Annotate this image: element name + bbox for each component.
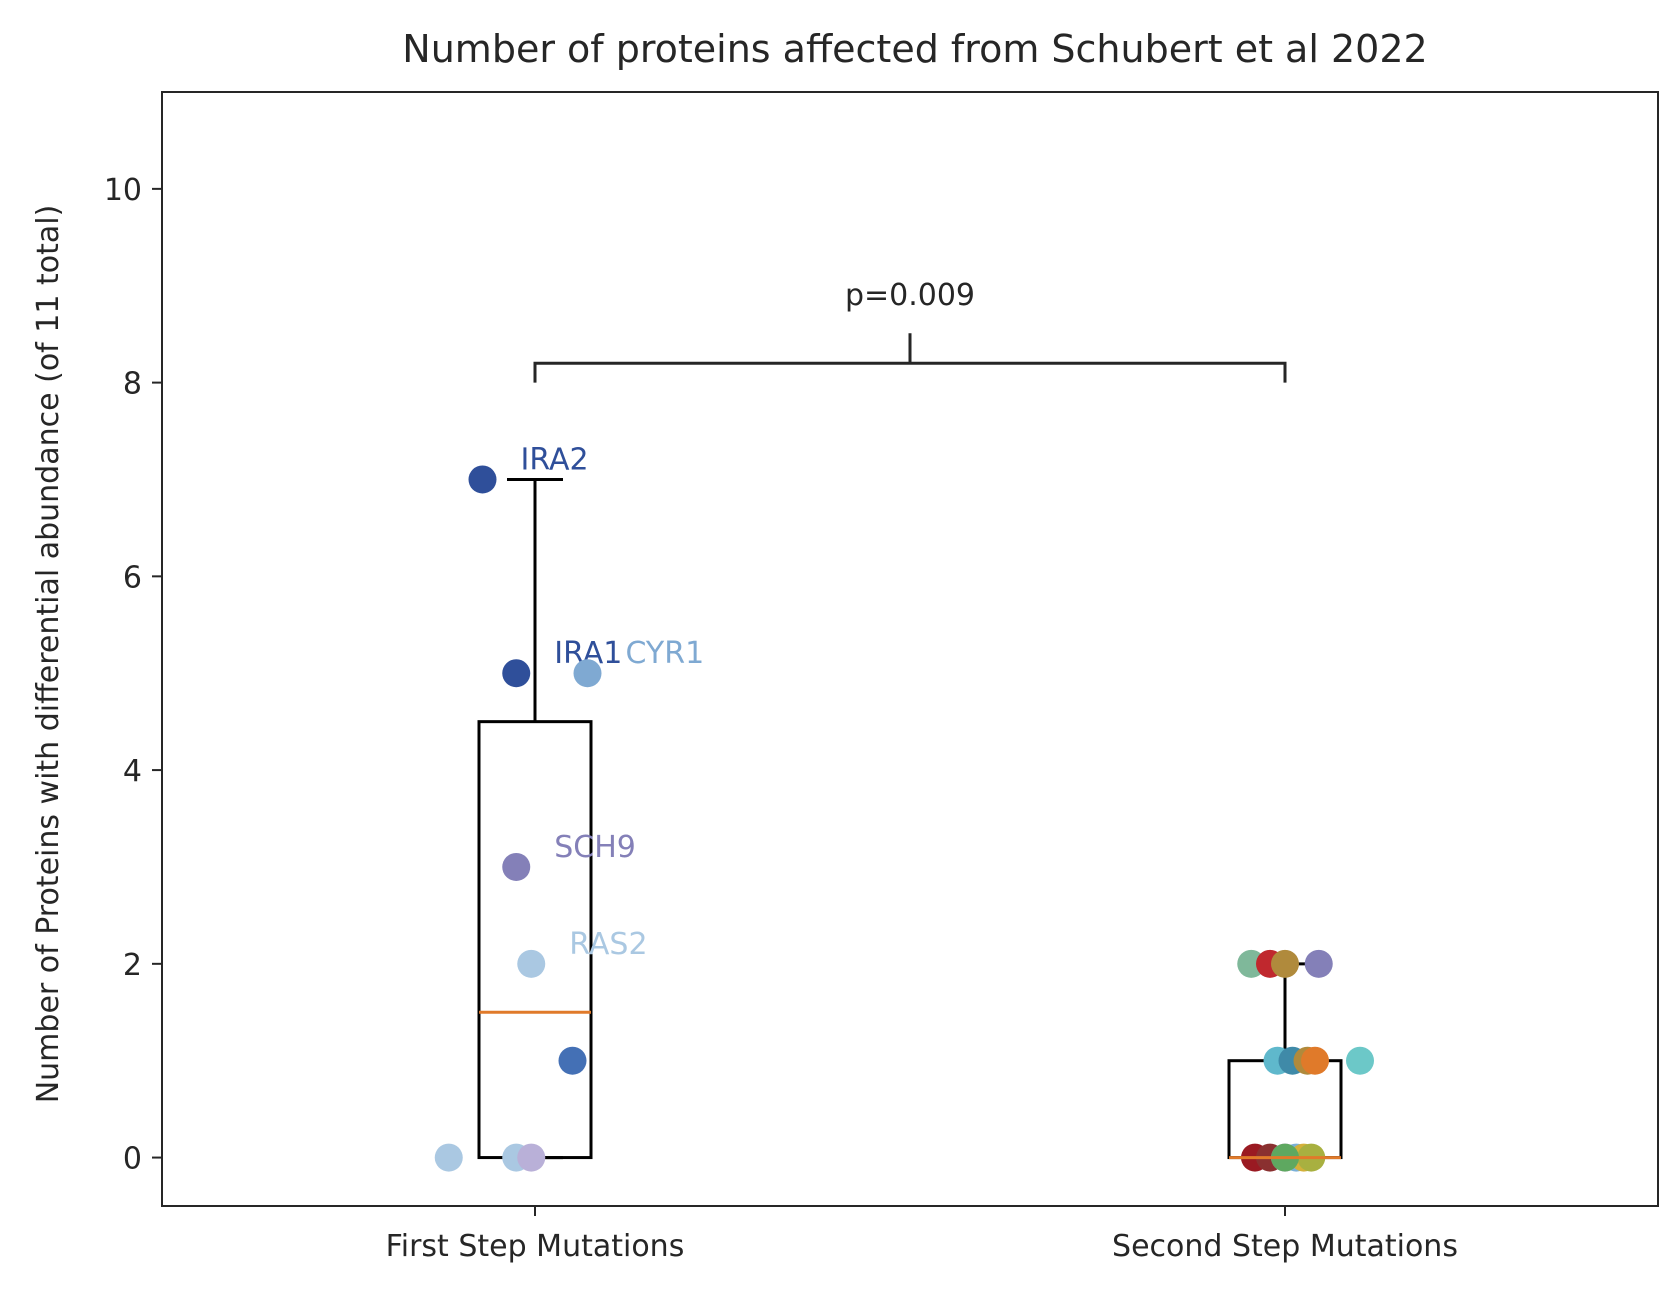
y-tick-label: 2 bbox=[123, 948, 142, 983]
x-tick-label: First Step Mutations bbox=[386, 1229, 685, 1264]
y-tick-label: 0 bbox=[123, 1142, 142, 1177]
y-tick-label: 10 bbox=[104, 173, 142, 208]
p-value-label: p=0.009 bbox=[845, 278, 975, 313]
point-label: SCH9 bbox=[554, 830, 636, 865]
plot-elements: 0 2 4 6 8 10 First Step Mutations Second Step M… bbox=[104, 173, 1458, 1264]
y-tick-label: 8 bbox=[123, 367, 142, 402]
y-tick-label: 6 bbox=[123, 560, 142, 595]
data-point bbox=[573, 659, 602, 688]
significance-bracket bbox=[533, 361, 1287, 383]
plot-frame bbox=[161, 91, 1659, 1207]
data-point bbox=[558, 1046, 587, 1075]
data-point bbox=[502, 852, 531, 881]
data-point bbox=[1271, 949, 1299, 978]
point-label: CYR1 bbox=[626, 636, 705, 671]
point-label: IRA2 bbox=[521, 442, 589, 477]
data-point bbox=[517, 949, 546, 978]
data-point bbox=[1346, 1046, 1374, 1075]
data-point bbox=[1304, 949, 1333, 978]
point-label: RAS2 bbox=[569, 927, 647, 962]
data-point bbox=[517, 1143, 546, 1172]
data-point bbox=[434, 1143, 463, 1172]
x-tick-label: Second Step Mutations bbox=[1112, 1229, 1458, 1264]
chart-title: Number of proteins affected from Schuber… bbox=[402, 27, 1427, 71]
y-tick-label: 4 bbox=[123, 754, 142, 789]
data-point bbox=[468, 465, 497, 494]
data-point bbox=[502, 659, 531, 688]
y-axis-label: Number of Proteins with differential abu… bbox=[31, 205, 66, 1104]
data-point bbox=[1301, 1046, 1329, 1075]
